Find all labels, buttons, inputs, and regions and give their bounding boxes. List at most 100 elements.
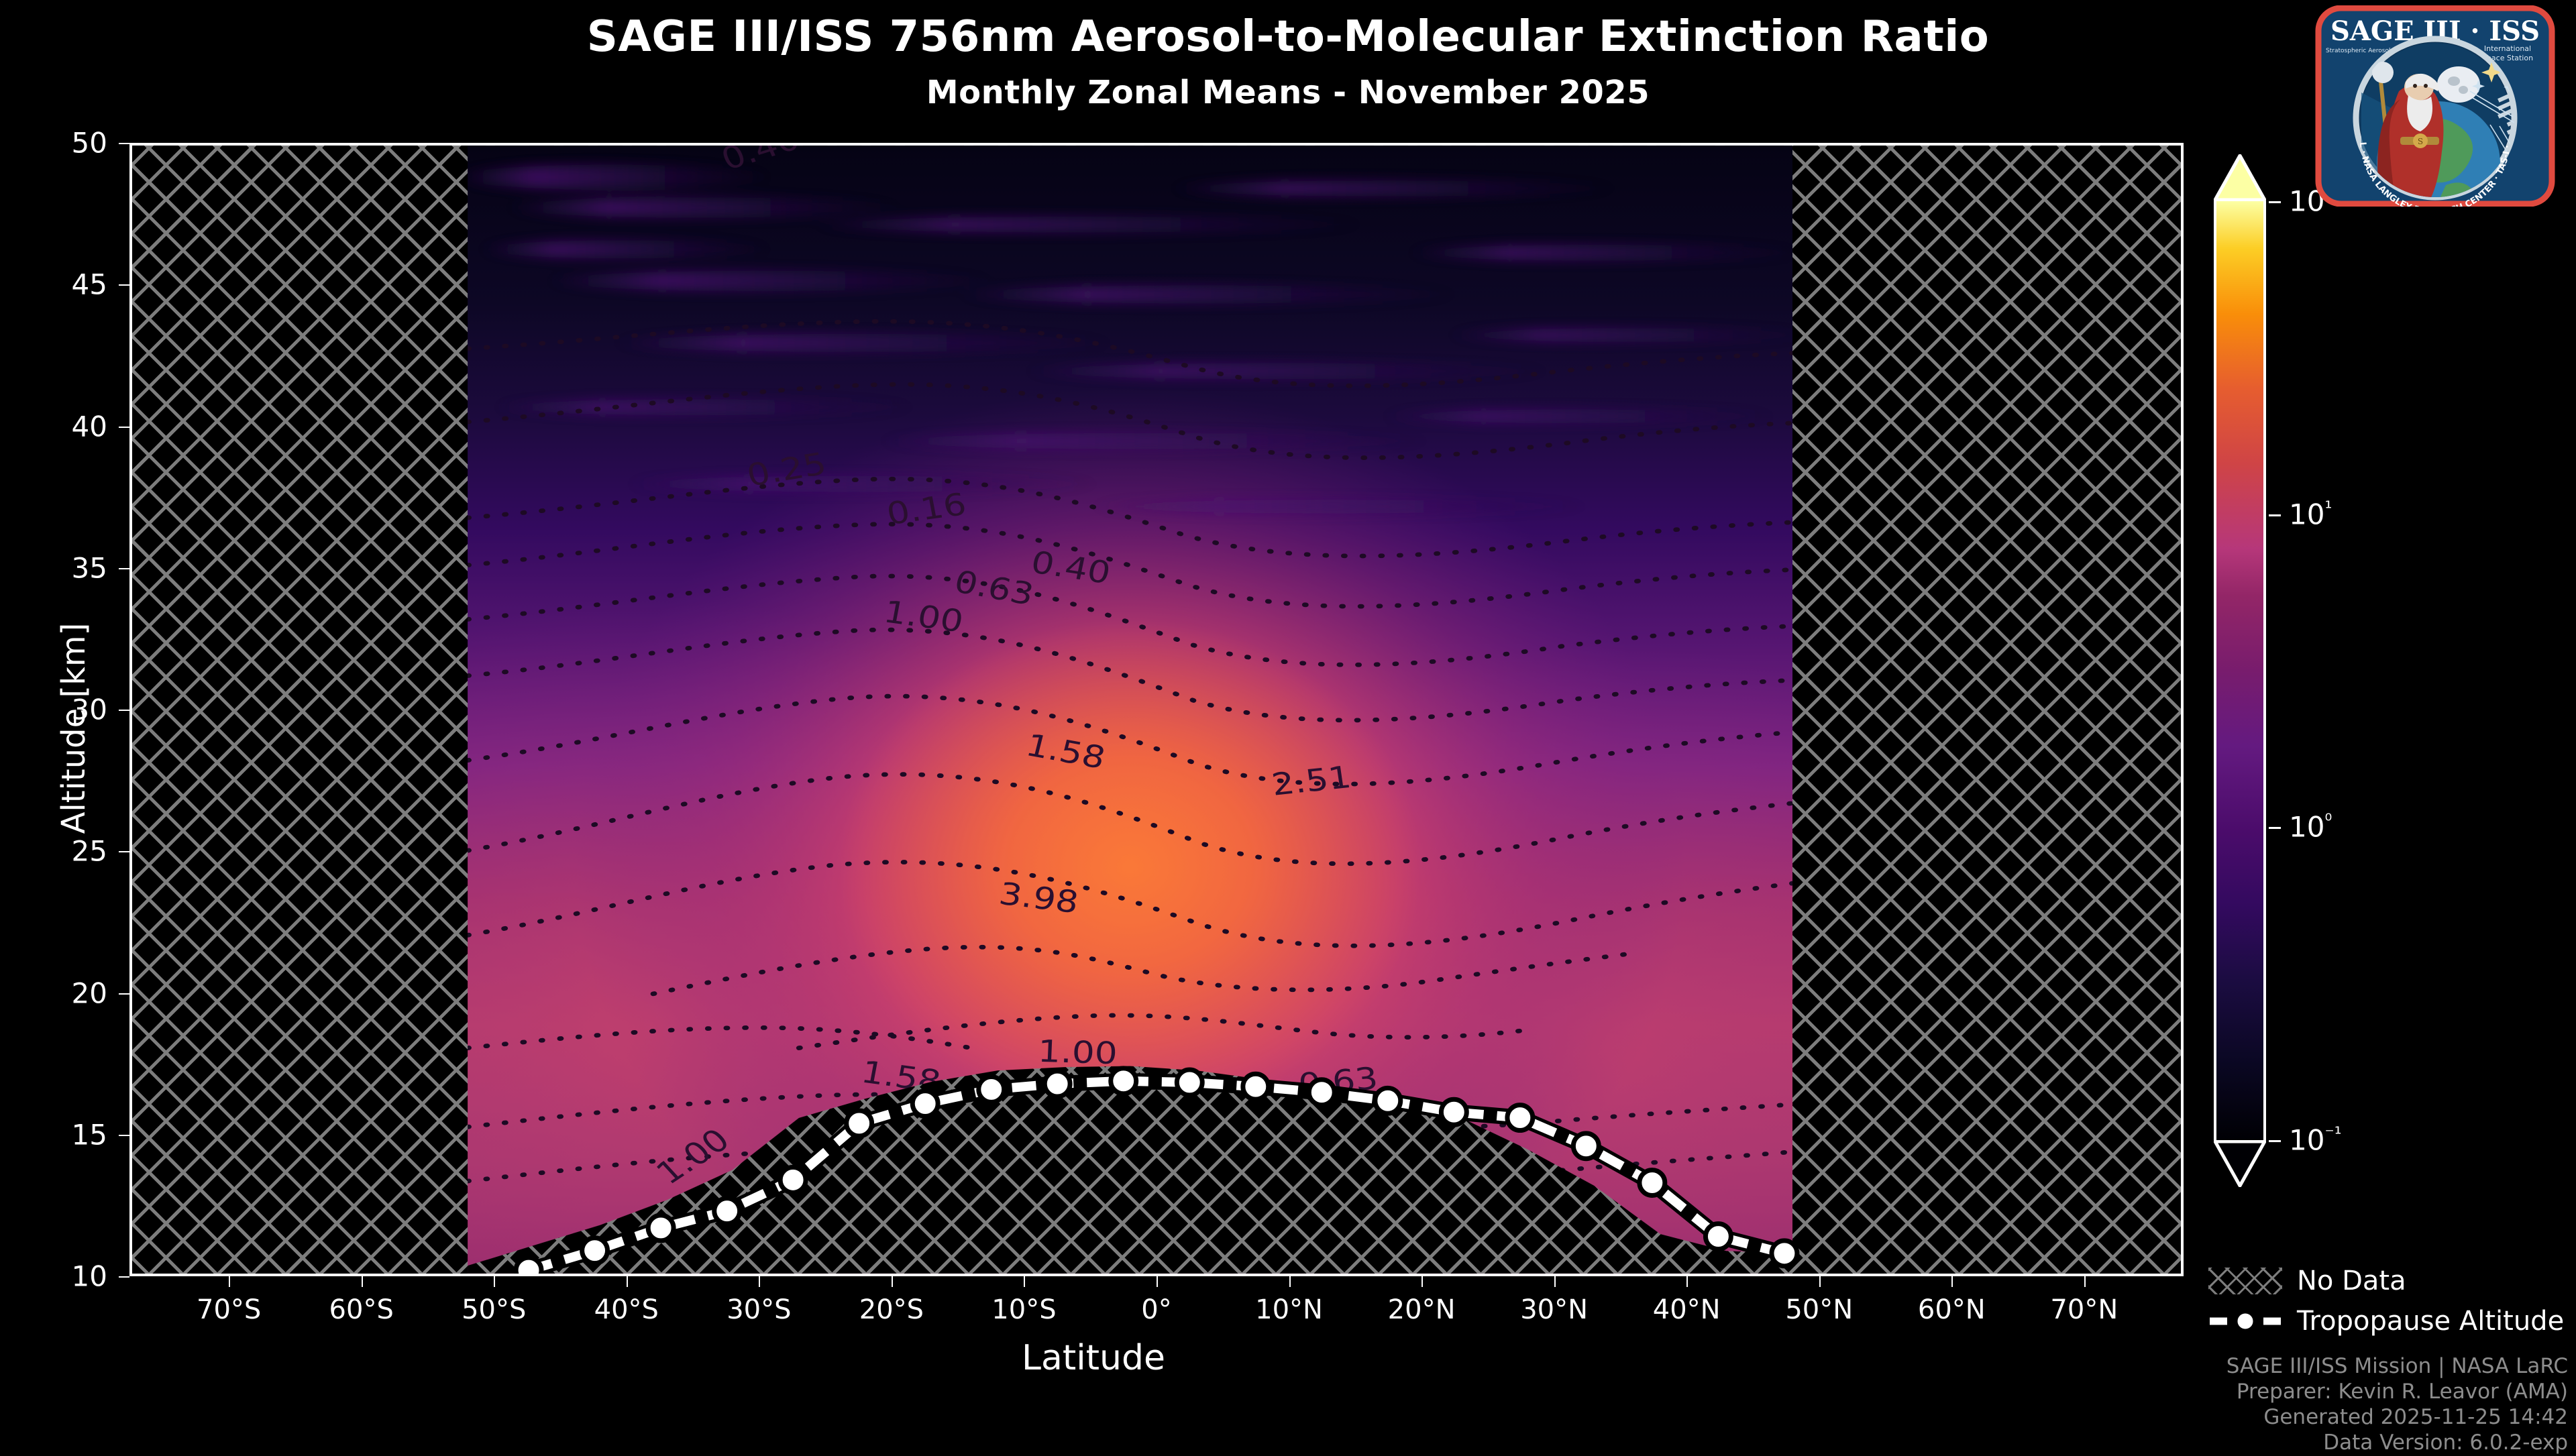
svg-text:S: S <box>2418 137 2423 146</box>
x-tick-label: 70°S <box>197 1294 262 1325</box>
x-axis-title: Latitude <box>1021 1338 1166 1378</box>
svg-text:2.51: 2.51 <box>1269 759 1353 803</box>
footer-line-generated: Generated 2025-11-25 14:42 <box>2263 1405 2568 1430</box>
colorbar: 10⁻¹10⁰10¹10² <box>2214 154 2342 1187</box>
tropopause-marker <box>1174 1067 1205 1098</box>
x-tick <box>759 1276 761 1287</box>
x-tick-label: 30°S <box>727 1294 792 1325</box>
colorbar-tick-label: 10⁰ <box>2289 810 2332 844</box>
footer: SAGE III/ISS Mission | NASA LaRC Prepare… <box>2226 1353 2568 1456</box>
y-tick-label: 15 <box>71 1118 107 1152</box>
x-tick <box>1819 1276 1821 1287</box>
tropopause-marker <box>1042 1068 1073 1099</box>
plot-area: 0.16 0.25 0.40 0.40 0.63 1.00 1.58 2.51 … <box>129 143 2184 1276</box>
tropopause-marker <box>645 1213 676 1243</box>
x-tick <box>1951 1276 1953 1287</box>
footer-line-mission: SAGE III/ISS Mission | NASA LaRC <box>2226 1354 2568 1378</box>
x-tick-label: 60°N <box>1917 1294 1986 1325</box>
y-tick <box>119 1276 129 1278</box>
y-tick <box>119 284 129 286</box>
tropopause-marker <box>1505 1103 1536 1133</box>
x-tick <box>361 1276 363 1287</box>
legend: No Data Tropopause Altitude <box>2208 1261 2564 1341</box>
tropopause-line <box>513 1066 1800 1274</box>
y-tick <box>119 567 129 569</box>
x-tick-label: 20°N <box>1387 1294 1456 1325</box>
tropopause-marker <box>844 1108 875 1139</box>
page-title: SAGE III/ISS 756nm Aerosol-to-Molecular … <box>586 12 1990 62</box>
x-tick-label: 50°S <box>462 1294 527 1325</box>
x-tick-label: 60°S <box>329 1294 394 1325</box>
tropopause-marker <box>580 1235 610 1266</box>
tropopause-marker <box>1373 1085 1403 1116</box>
y-tick <box>119 710 129 711</box>
tropopause-marker <box>777 1164 808 1195</box>
tropopause-marker <box>1703 1221 1733 1251</box>
x-tick-label: 50°N <box>1785 1294 1854 1325</box>
y-tick-label: 40 <box>71 410 107 443</box>
x-tick <box>1686 1276 1688 1287</box>
tropopause-marker <box>712 1196 743 1227</box>
x-tick <box>1024 1276 1026 1287</box>
y-tick-label: 25 <box>71 834 107 868</box>
legend-item-no-data: No Data <box>2208 1261 2564 1301</box>
y-tick <box>119 143 129 144</box>
x-tick-label: 30°N <box>1520 1294 1589 1325</box>
x-tick-label: 70°N <box>2050 1294 2118 1325</box>
logo-sub-right-2: Space Station <box>2482 54 2533 62</box>
tropopause-marker <box>513 1255 544 1274</box>
legend-label-tropopause: Tropopause Altitude <box>2297 1306 2565 1337</box>
y-tick-label: 45 <box>71 268 107 301</box>
tropopause-marker <box>1769 1238 1800 1269</box>
tropopause-marker <box>910 1088 941 1119</box>
x-tick-label: 10°N <box>1255 1294 1323 1325</box>
tropopause-marker <box>1306 1077 1337 1108</box>
sage-iii-iss-logo: SAGE III · ISS Stratospheric Aerosol and… <box>2314 5 2555 207</box>
footer-line-preparer: Preparer: Kevin R. Leavor (AMA) <box>2236 1380 2568 1404</box>
x-tick-label: 10°S <box>991 1294 1057 1325</box>
x-tick <box>1554 1276 1556 1287</box>
tropopause-marker <box>1570 1131 1601 1162</box>
y-tick-label: 30 <box>71 693 107 726</box>
logo-sub-right-1: International <box>2484 44 2531 53</box>
x-tick <box>626 1276 628 1287</box>
y-tick-label: 50 <box>71 126 107 160</box>
tropopause-marker <box>1240 1071 1271 1102</box>
colorbar-tick <box>2269 1140 2281 1142</box>
y-tick <box>119 851 129 853</box>
y-tick-label: 35 <box>71 551 107 585</box>
svg-text:1.00: 1.00 <box>1037 1033 1118 1072</box>
colorbar-tick-label: 10⁻¹ <box>2289 1123 2342 1157</box>
x-tick <box>229 1276 231 1287</box>
colorbar-tick <box>2269 201 2281 203</box>
x-tick-label: 0° <box>1141 1294 1172 1325</box>
x-tick-label: 20°S <box>859 1294 924 1325</box>
y-tick <box>119 426 129 428</box>
tropopause-marker <box>976 1074 1007 1105</box>
x-tick-label: 40°S <box>594 1294 659 1325</box>
tropopause-marker <box>1108 1066 1139 1097</box>
colorbar-extend-bottom <box>2214 1140 2266 1187</box>
colorbar-tick <box>2269 827 2281 830</box>
x-tick <box>1421 1276 1424 1287</box>
legend-label-no-data: No Data <box>2297 1266 2406 1296</box>
y-tick <box>119 993 129 995</box>
x-tick-label: 40°N <box>1652 1294 1721 1325</box>
y-tick-label: 10 <box>71 1259 107 1293</box>
footer-line-version: Data Version: 6.0.2-exp <box>2323 1431 2568 1455</box>
colorbar-tick <box>2269 514 2281 516</box>
tropopause-marker <box>1438 1097 1469 1127</box>
y-axis-title: Altitude [km] <box>55 622 93 834</box>
contour-lines <box>467 319 1793 1184</box>
x-tick <box>494 1276 496 1287</box>
legend-item-tropopause: Tropopause Altitude <box>2208 1301 2564 1341</box>
x-tick <box>1289 1276 1291 1287</box>
tropopause-marker <box>1637 1168 1668 1198</box>
x-tick <box>1157 1276 1158 1287</box>
x-tick <box>2084 1276 2086 1287</box>
no-data-hatch-icon <box>2208 1268 2282 1294</box>
y-tick-label: 20 <box>71 976 107 1009</box>
tropopause-line-icon <box>2208 1308 2282 1335</box>
colorbar-tick-label: 10¹ <box>2289 498 2332 531</box>
colorbar-gradient <box>2214 201 2266 1140</box>
